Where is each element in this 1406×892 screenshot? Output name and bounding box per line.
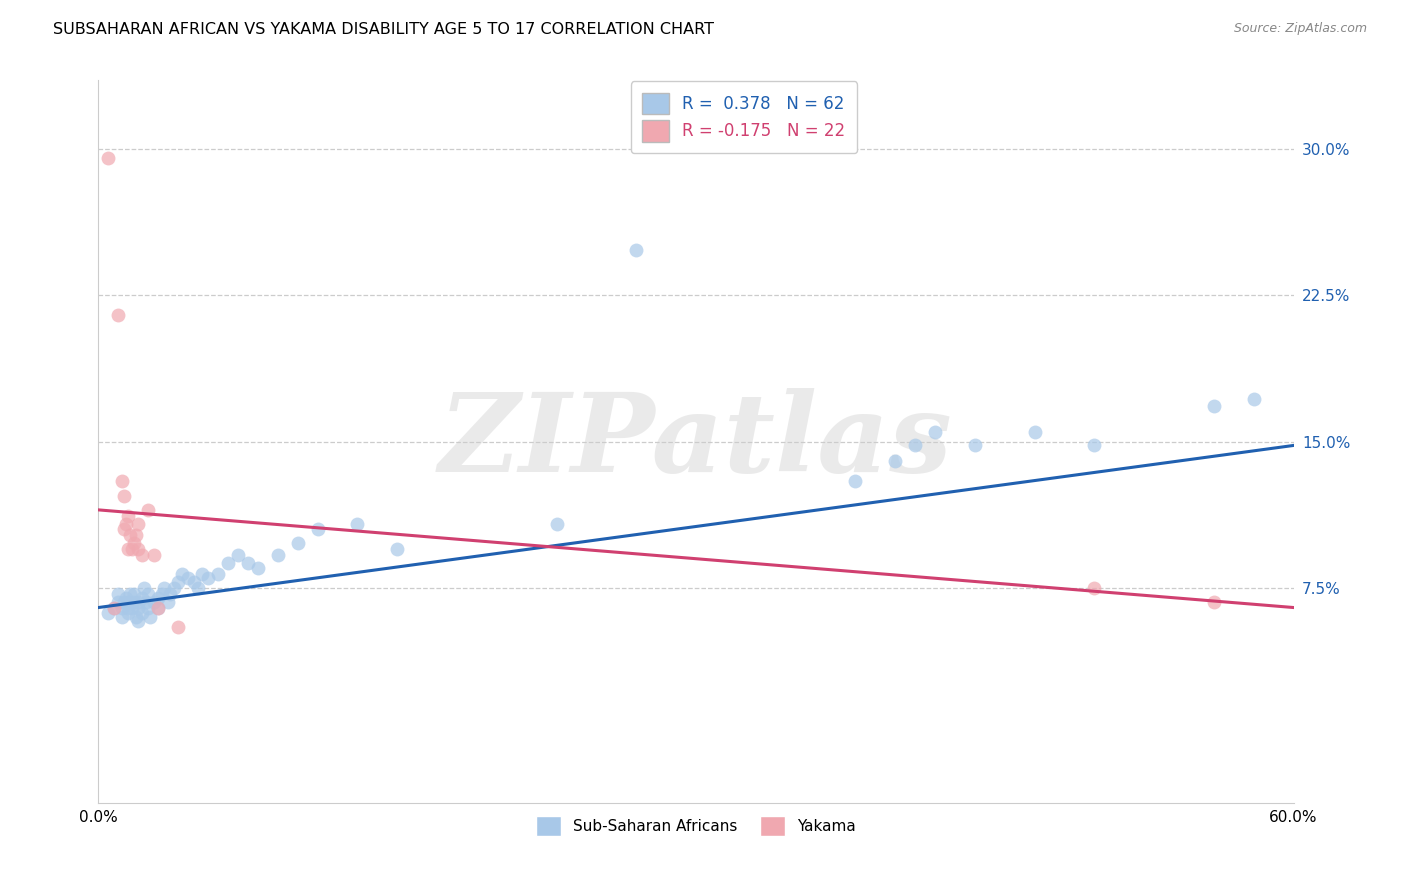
Point bbox=[148, 600, 170, 615]
Legend: Sub-Saharan Africans, Yakama: Sub-Saharan Africans, Yakama bbox=[530, 810, 862, 842]
Point bbox=[226, 548, 249, 562]
Point bbox=[139, 610, 162, 624]
Point bbox=[136, 600, 159, 615]
Text: SUBSAHARAN AFRICAN VS YAKAMA DISABILITY AGE 5 TO 17 CORRELATION CHART: SUBSAHARAN AFRICAN VS YAKAMA DISABILITY … bbox=[53, 22, 714, 37]
Point bbox=[97, 607, 120, 621]
Point bbox=[1202, 595, 1225, 609]
Point bbox=[111, 610, 134, 624]
Point bbox=[112, 595, 135, 609]
Point bbox=[111, 600, 134, 615]
Point bbox=[120, 528, 142, 542]
Point bbox=[115, 591, 138, 605]
Point bbox=[150, 587, 173, 601]
Point bbox=[191, 567, 214, 582]
Point bbox=[267, 548, 290, 562]
Point bbox=[136, 587, 159, 601]
Point bbox=[1024, 425, 1046, 439]
Point bbox=[172, 567, 194, 582]
Point bbox=[924, 425, 946, 439]
Point bbox=[127, 614, 149, 628]
Point bbox=[107, 308, 129, 322]
Point bbox=[117, 607, 139, 621]
Point bbox=[111, 474, 134, 488]
Point bbox=[963, 438, 986, 452]
Point bbox=[103, 600, 125, 615]
Point bbox=[131, 591, 153, 605]
Point bbox=[307, 523, 329, 537]
Point bbox=[131, 548, 153, 562]
Point bbox=[125, 610, 148, 624]
Point bbox=[107, 587, 129, 601]
Point bbox=[148, 600, 170, 615]
Point bbox=[125, 528, 148, 542]
Point bbox=[97, 152, 120, 166]
Point bbox=[135, 595, 157, 609]
Point bbox=[1202, 400, 1225, 414]
Point bbox=[385, 541, 409, 556]
Point bbox=[197, 571, 219, 585]
Point bbox=[124, 536, 146, 550]
Point bbox=[217, 556, 239, 570]
Point bbox=[143, 595, 166, 609]
Point bbox=[127, 516, 149, 531]
Point bbox=[159, 587, 181, 601]
Point bbox=[1083, 438, 1105, 452]
Point bbox=[246, 561, 269, 575]
Point bbox=[167, 620, 190, 634]
Point bbox=[107, 595, 129, 609]
Point bbox=[117, 541, 139, 556]
Point bbox=[124, 595, 146, 609]
Point bbox=[177, 571, 200, 585]
Point bbox=[121, 600, 143, 615]
Point bbox=[117, 508, 139, 523]
Point bbox=[287, 536, 309, 550]
Point bbox=[127, 595, 149, 609]
Point bbox=[163, 581, 186, 595]
Point bbox=[136, 503, 159, 517]
Point bbox=[346, 516, 368, 531]
Point bbox=[120, 587, 142, 601]
Point bbox=[148, 591, 170, 605]
Point bbox=[1243, 392, 1265, 406]
Point bbox=[121, 541, 143, 556]
Point bbox=[904, 438, 927, 452]
Point bbox=[117, 600, 139, 615]
Point bbox=[124, 587, 146, 601]
Point bbox=[112, 523, 135, 537]
Point bbox=[134, 581, 156, 595]
Point bbox=[117, 595, 139, 609]
Point bbox=[157, 595, 180, 609]
Point bbox=[167, 575, 190, 590]
Point bbox=[131, 607, 153, 621]
Point bbox=[115, 516, 138, 531]
Point bbox=[143, 548, 166, 562]
Point bbox=[112, 489, 135, 503]
Point bbox=[103, 600, 125, 615]
Point bbox=[884, 454, 907, 468]
Point bbox=[236, 556, 259, 570]
Point bbox=[127, 600, 149, 615]
Point bbox=[153, 581, 176, 595]
Point bbox=[187, 581, 209, 595]
Point bbox=[1083, 581, 1105, 595]
Point bbox=[127, 541, 149, 556]
Point bbox=[844, 474, 866, 488]
Text: ZIPatlas: ZIPatlas bbox=[439, 388, 953, 495]
Point bbox=[207, 567, 229, 582]
Point bbox=[183, 575, 205, 590]
Point bbox=[626, 243, 648, 257]
Text: Source: ZipAtlas.com: Source: ZipAtlas.com bbox=[1233, 22, 1367, 36]
Point bbox=[546, 516, 568, 531]
